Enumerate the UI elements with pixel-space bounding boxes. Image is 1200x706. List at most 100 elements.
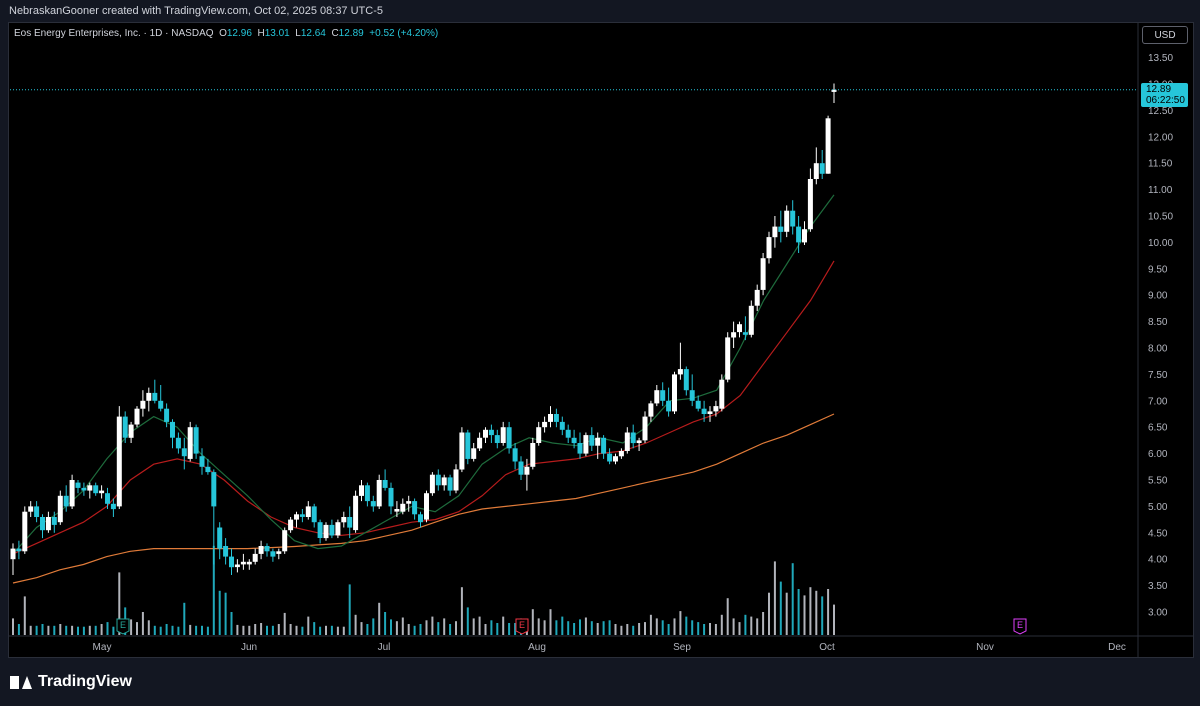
candle (240, 553, 246, 570)
candle-body (731, 332, 737, 338)
candle (642, 411, 648, 443)
candle-body (394, 509, 400, 512)
volume-bar (307, 616, 310, 635)
candle (317, 519, 323, 544)
candle-body (294, 514, 299, 520)
candle-body (465, 432, 471, 459)
volume-bar (809, 587, 812, 635)
candle-body (16, 548, 22, 552)
candle (288, 517, 294, 533)
open-value: 12.96 (226, 28, 252, 39)
candle-body (553, 414, 559, 422)
candle-body (164, 408, 170, 422)
volume-bar (502, 616, 505, 635)
tradingview-logo[interactable]: TradingView (10, 673, 132, 691)
candle-body (666, 400, 672, 412)
candle-body (40, 517, 45, 531)
candle (359, 480, 364, 502)
candle-body (175, 437, 181, 449)
candle (429, 472, 435, 496)
volume-bar (271, 625, 274, 635)
volume-bar (183, 602, 186, 635)
candle-body (75, 482, 81, 488)
time-tick-label: Jul (378, 642, 391, 653)
candle-body (288, 519, 294, 531)
candle-body (707, 411, 713, 414)
candle-body (701, 408, 707, 414)
candle (630, 424, 636, 449)
volume-bar (791, 563, 794, 635)
candle (713, 400, 719, 417)
candle (813, 147, 819, 185)
volume-bar (750, 616, 753, 635)
earnings-icon (1013, 618, 1027, 635)
volume-bar (77, 626, 79, 635)
volume-bar (301, 626, 304, 635)
volume-bar (71, 625, 74, 635)
volume-bar (779, 581, 782, 635)
candle (607, 448, 613, 465)
candle-body (134, 408, 140, 425)
low-value: 12.64 (300, 28, 326, 39)
candle (737, 321, 742, 338)
candle (624, 427, 630, 454)
candle-body (441, 477, 447, 486)
volume-bar (88, 625, 91, 635)
volume-bar (378, 602, 381, 635)
volume-bar (762, 612, 765, 635)
candle-body (595, 437, 601, 446)
volume-bar (106, 622, 109, 635)
candle (63, 485, 69, 512)
volume-bar (555, 620, 558, 635)
candle (500, 421, 506, 446)
candle (252, 548, 258, 565)
volume-bar (29, 625, 32, 635)
volume-bar (803, 595, 806, 635)
candle-body (359, 485, 364, 496)
candle-body (193, 427, 199, 454)
candle-body (305, 506, 311, 517)
volume-bar (59, 624, 62, 635)
candle (766, 231, 772, 264)
candle-body (382, 480, 388, 488)
candle-body (630, 432, 636, 444)
candle (447, 474, 453, 496)
volume-bar (130, 619, 133, 635)
candle (28, 501, 34, 517)
candle (613, 453, 618, 465)
volume-bar (649, 614, 652, 635)
candle-body (742, 332, 748, 335)
candle-body (518, 461, 524, 475)
candle-body (453, 469, 459, 491)
candle-body (81, 487, 87, 491)
volume-bar (632, 625, 635, 635)
price-tick-label: 5.50 (1148, 476, 1168, 487)
volume-bar (437, 622, 440, 635)
candle-body (607, 453, 613, 462)
candle-body (772, 226, 778, 238)
candle (388, 482, 394, 515)
candle-body (748, 305, 754, 335)
candle-body (813, 163, 819, 179)
candle-body (660, 390, 666, 401)
chart-frame[interactable] (8, 22, 1194, 658)
volume-bar (141, 612, 144, 635)
candle (559, 416, 565, 436)
price-tick-label: 7.00 (1148, 396, 1168, 407)
candle-body (335, 522, 341, 536)
volume-bar (41, 624, 44, 635)
volume-bar (472, 618, 475, 635)
candle (802, 221, 807, 245)
currency-button[interactable]: USD (1142, 26, 1188, 44)
volume-bar (336, 626, 339, 635)
volume-bar (543, 620, 546, 635)
candle (341, 511, 347, 528)
candle (400, 498, 406, 515)
candle (707, 406, 713, 422)
candle (10, 543, 16, 575)
volume-bar (384, 612, 387, 635)
volume-bar (590, 621, 593, 635)
candle (75, 480, 81, 494)
candle-body (447, 477, 453, 491)
